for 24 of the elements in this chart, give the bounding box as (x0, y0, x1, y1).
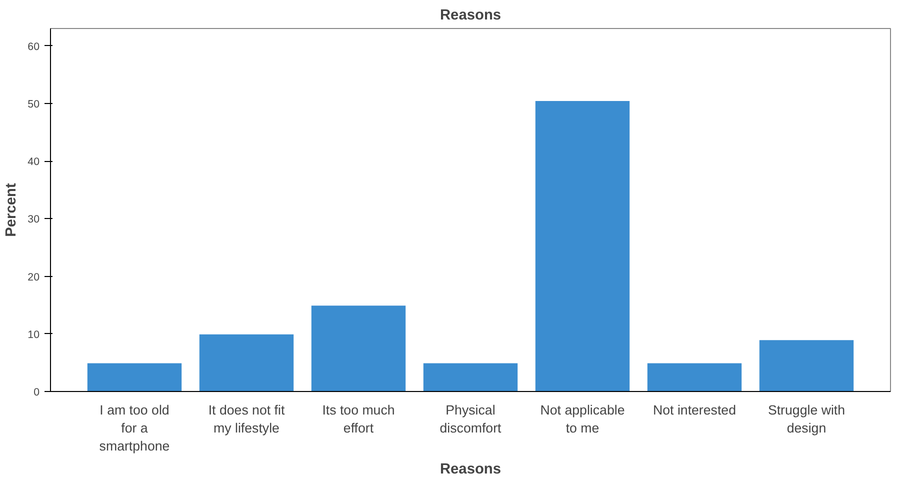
x-tick-label: Struggle with design (768, 402, 846, 436)
bar (310, 304, 407, 392)
bar (422, 362, 519, 392)
y-tick-label: 60 (28, 40, 40, 53)
bar (534, 100, 631, 392)
x-tick-label: Not applicable to me (540, 402, 625, 436)
bar (198, 333, 295, 392)
x-tick-label: Its too much effort (322, 402, 395, 436)
chart-title: Reasons (440, 8, 502, 24)
y-tick-label: 0 (34, 386, 40, 398)
y-tick-label: 20 (28, 271, 40, 284)
y-axis-title: Percent (4, 183, 20, 237)
bar (646, 362, 743, 392)
y-tick-label: 50 (28, 98, 40, 110)
bar (86, 362, 183, 392)
bar (758, 339, 855, 392)
x-tick-label: Not interested (653, 402, 736, 418)
y-tick-label: 40 (28, 156, 40, 168)
y-tick-label: 30 (28, 214, 40, 226)
x-axis-title: Reasons (440, 462, 502, 478)
y-tick-label: 10 (28, 328, 40, 341)
x-tick-label: Physical discomfort (440, 402, 502, 436)
x-tick-label: I am too old for a smartphone (99, 402, 170, 454)
x-tick-label: It does not fit my lifestyle (208, 402, 285, 436)
